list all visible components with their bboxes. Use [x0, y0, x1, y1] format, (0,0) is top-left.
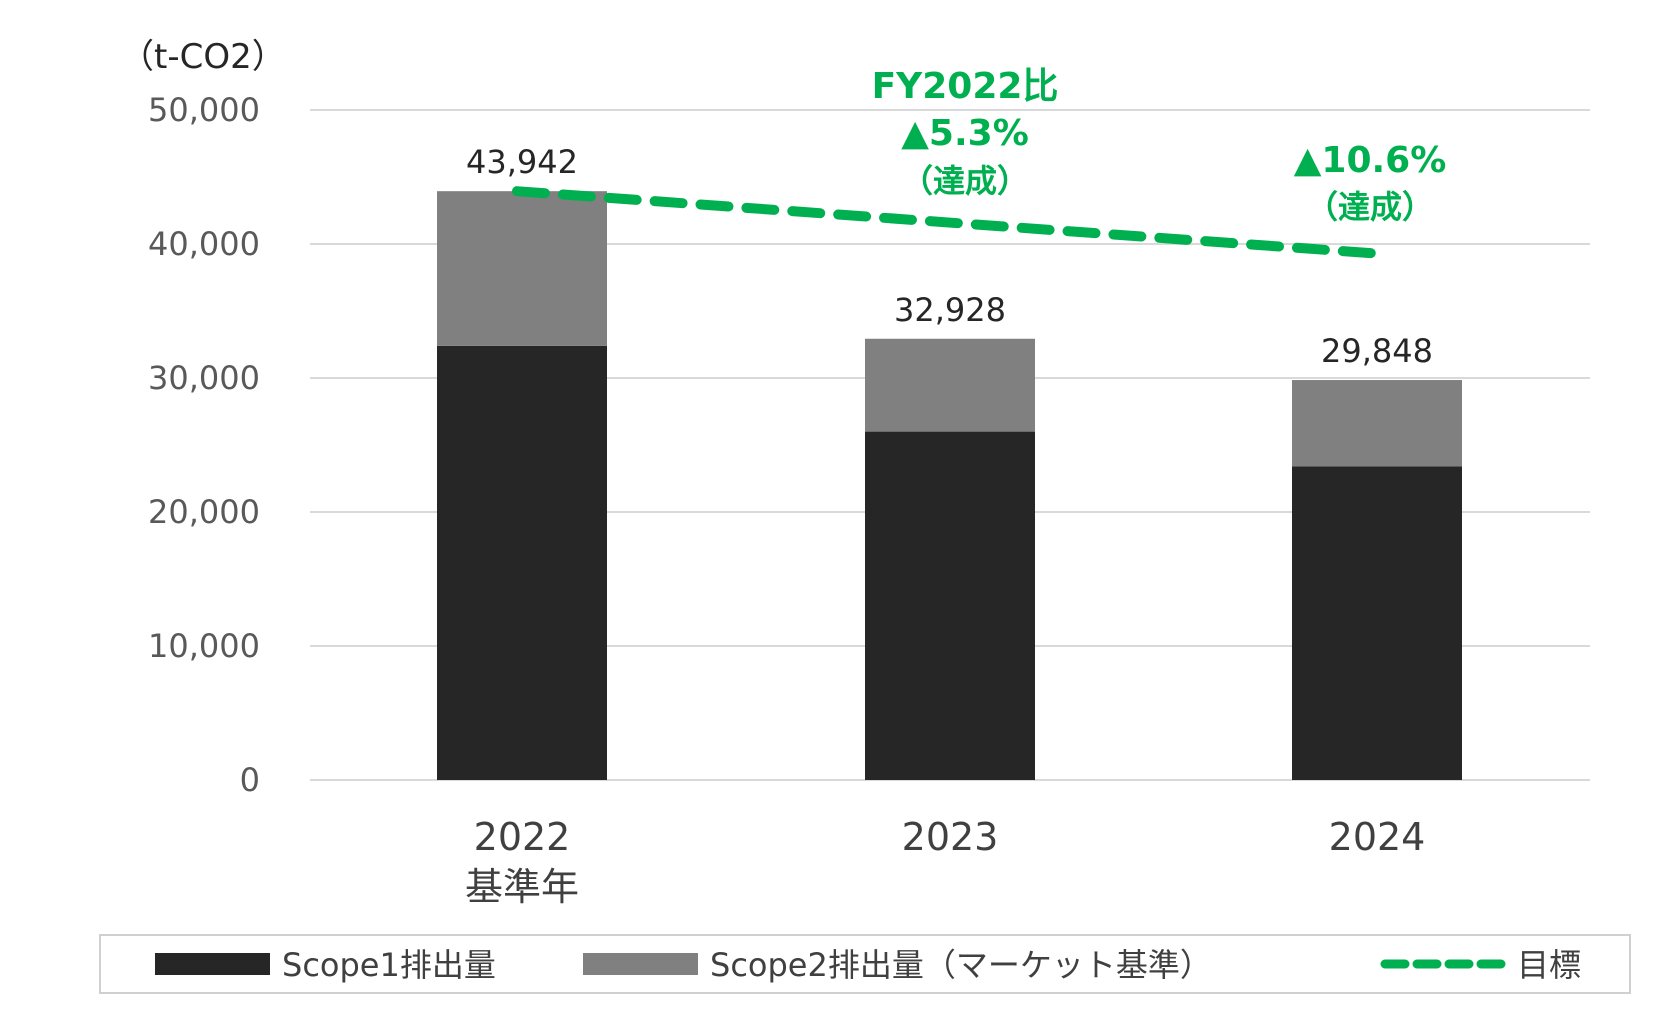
category-sublabel: 基準年 — [465, 865, 579, 909]
target-dashed-line — [512, 186, 1382, 259]
legend-swatch-scope2 — [583, 953, 698, 975]
bar-scope1 — [1292, 466, 1462, 780]
category-label: 2024 — [1329, 815, 1426, 859]
target-line — [512, 186, 1382, 259]
total-label: 29,848 — [1321, 332, 1433, 370]
legend-frame — [99, 934, 1631, 994]
y-axis-unit: （t-CO2） — [120, 37, 286, 77]
y-tick-label: 30,000 — [148, 359, 260, 397]
annotation-line: ▲5.3% — [901, 113, 1029, 154]
total-label: 43,942 — [466, 143, 578, 181]
bar-scope2 — [865, 338, 1035, 432]
legend-label-scope1: Scope1排出量 — [282, 946, 496, 984]
legend-label-scope2: Scope2排出量（マーケット基準） — [710, 946, 1212, 984]
bar-scope2 — [1292, 380, 1462, 467]
y-tick-label: 50,000 — [148, 91, 260, 129]
bars — [437, 191, 1462, 780]
bar-scope1 — [865, 431, 1035, 780]
category-label: 2023 — [902, 815, 999, 859]
category-labels: 2022 基準年 2023 2024 — [465, 815, 1425, 909]
annotation-line: （達成） — [1306, 188, 1434, 226]
total-label: 32,928 — [894, 291, 1006, 329]
y-tick-label: 40,000 — [148, 225, 260, 263]
y-axis-ticks: 0 10,000 20,000 30,000 40,000 50,000 — [148, 91, 260, 799]
annotation-line: （達成） — [901, 162, 1029, 200]
y-tick-label: 20,000 — [148, 493, 260, 531]
annotation-line: FY2022比 — [872, 66, 1059, 107]
bar-scope1 — [437, 345, 607, 780]
legend-label-target: 目標 — [1517, 946, 1581, 984]
annotation-line: ▲10.6% — [1294, 140, 1447, 181]
legend: Scope1排出量 Scope2排出量（マーケット基準） 目標 — [99, 934, 1631, 994]
y-tick-label: 0 — [240, 761, 260, 799]
category-label: 2022 — [474, 815, 571, 859]
legend-swatch-scope1 — [155, 953, 270, 975]
total-labels: 43,942 32,928 29,848 — [466, 143, 1433, 370]
y-tick-label: 10,000 — [148, 627, 260, 665]
bar-scope2 — [437, 191, 607, 346]
annotations: FY2022比 ▲5.3% （達成） ▲10.6% （達成） — [872, 66, 1447, 226]
